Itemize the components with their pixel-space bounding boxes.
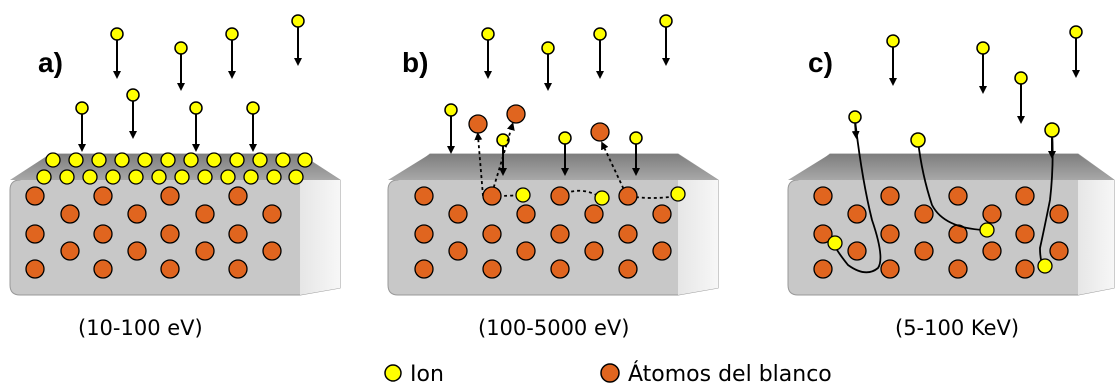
ion-arrow xyxy=(976,41,990,94)
panel-c-energy-range: (5-100 KeV) xyxy=(895,316,1019,340)
ion-arrow xyxy=(1069,25,1083,78)
ion-arrow xyxy=(126,88,140,139)
panel-b: b) xyxy=(387,14,719,340)
panel-a: a) xyxy=(9,14,341,340)
legend-atoms-label: Átomos del blanco xyxy=(628,361,832,387)
target-atoms-a xyxy=(25,186,282,279)
ion-arrow xyxy=(225,27,239,79)
sputtered-atoms-b xyxy=(468,104,610,142)
ion-arrow xyxy=(444,103,458,154)
panel-a-energy-range: (10-100 eV) xyxy=(78,316,203,340)
incident-ions-c xyxy=(886,25,1083,124)
implanted-ions-b xyxy=(515,186,686,206)
ion-arrow xyxy=(541,41,555,91)
deposited-ion-layer-a xyxy=(36,152,313,185)
panel-b-label: b) xyxy=(402,47,428,78)
ion-arrow xyxy=(629,131,643,176)
panel-a-label: a) xyxy=(38,47,63,78)
legend-atom-icon xyxy=(600,363,620,383)
ion-arrow xyxy=(558,131,572,176)
ion-arrow xyxy=(593,27,607,79)
panel-c: c) xyxy=(787,25,1115,340)
ion-arrow xyxy=(659,14,673,66)
incident-ions-b xyxy=(444,14,673,176)
ion-arrow xyxy=(75,101,89,152)
ion-arrow xyxy=(910,132,926,148)
legend-ion-label: Ion xyxy=(410,362,444,387)
ion-arrow xyxy=(481,27,495,79)
panel-b-energy-range: (100-5000 eV) xyxy=(478,316,629,340)
ion-start-markers-c xyxy=(848,110,1060,159)
implanted-ions-c xyxy=(827,222,1053,274)
legend-ion-icon xyxy=(384,364,402,382)
ion-arrow xyxy=(189,101,203,152)
ion-arrow xyxy=(291,14,305,66)
ion-arrow xyxy=(848,110,862,139)
ion-arrow xyxy=(246,101,260,152)
ion-arrow xyxy=(886,34,900,86)
target-atoms-b xyxy=(414,186,672,279)
ion-arrow xyxy=(110,27,124,79)
target-atoms-c xyxy=(813,186,1069,279)
panel-c-label: c) xyxy=(808,47,833,78)
ion-arrow xyxy=(1014,71,1028,124)
ion-arrow xyxy=(174,41,188,91)
ion-arrow xyxy=(1044,122,1060,159)
target-block-c xyxy=(787,153,1115,296)
legend: Ion Átomos del blanco xyxy=(384,361,832,387)
ion-trajectories-c xyxy=(833,119,1054,274)
incident-ions-a xyxy=(75,14,305,152)
